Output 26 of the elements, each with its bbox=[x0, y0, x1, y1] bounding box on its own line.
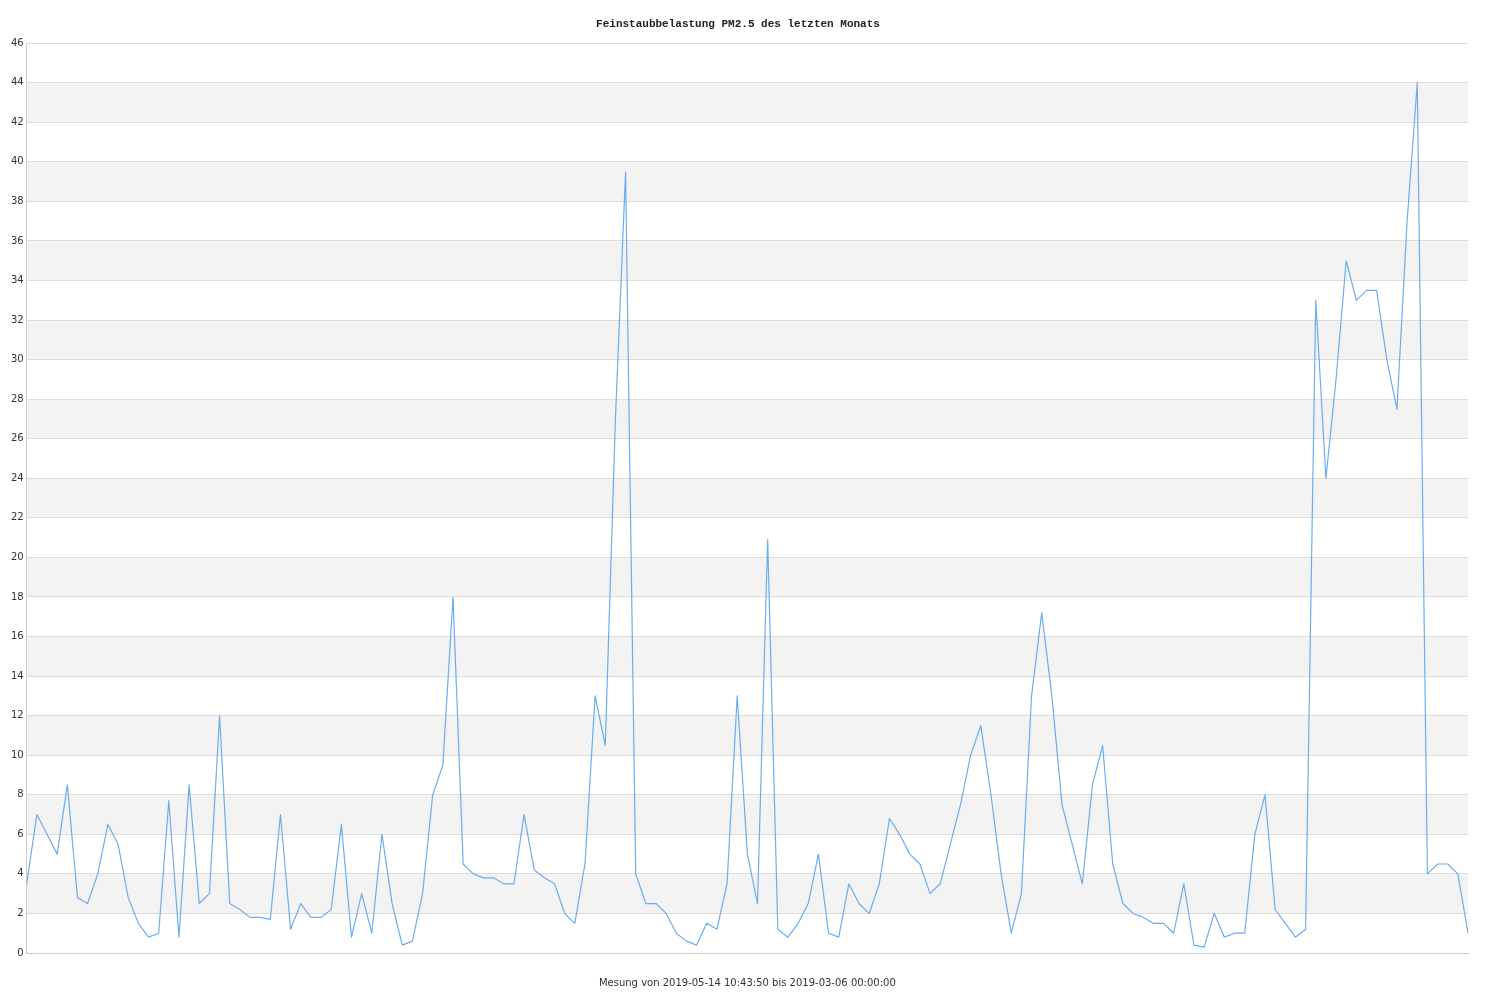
y-tick-label: 44 bbox=[10, 76, 24, 88]
y-tick-label: 10 bbox=[10, 748, 24, 760]
y-tick-label: 46 bbox=[10, 36, 24, 48]
y-tick-label: 42 bbox=[10, 115, 24, 127]
y-tick-label: 12 bbox=[10, 709, 24, 721]
y-tick-label: 26 bbox=[10, 432, 24, 444]
y-tick-label: 0 bbox=[17, 946, 24, 958]
y-tick-label: 6 bbox=[17, 827, 24, 839]
y-tick-label: 22 bbox=[10, 511, 24, 523]
y-tick-label: 40 bbox=[10, 155, 24, 167]
y-tick-label: 4 bbox=[17, 867, 24, 879]
y-tick-label: 8 bbox=[17, 788, 24, 800]
y-tick-label: 30 bbox=[10, 353, 24, 365]
y-tick-label: 38 bbox=[10, 195, 24, 207]
y-tick-label: 16 bbox=[10, 630, 24, 642]
y-tick-label: 34 bbox=[10, 274, 24, 286]
y-tick-label: 24 bbox=[10, 471, 24, 483]
y-tick-label: 14 bbox=[10, 669, 24, 681]
y-tick-label: 36 bbox=[10, 234, 24, 246]
y-tick-label: 20 bbox=[10, 551, 24, 563]
y-tick-label: 2 bbox=[17, 907, 24, 919]
x-axis-title: Mesung von 2019-05-14 10:43:50 bis 2019-03-06 00:00:00 bbox=[598, 976, 896, 988]
y-tick-label: 18 bbox=[10, 590, 24, 602]
y-tick-label: 32 bbox=[10, 313, 24, 325]
chart-title: Feinstaubbelastung PM2.5 des letzten Monats bbox=[596, 18, 880, 31]
y-tick-label: 28 bbox=[10, 392, 24, 404]
